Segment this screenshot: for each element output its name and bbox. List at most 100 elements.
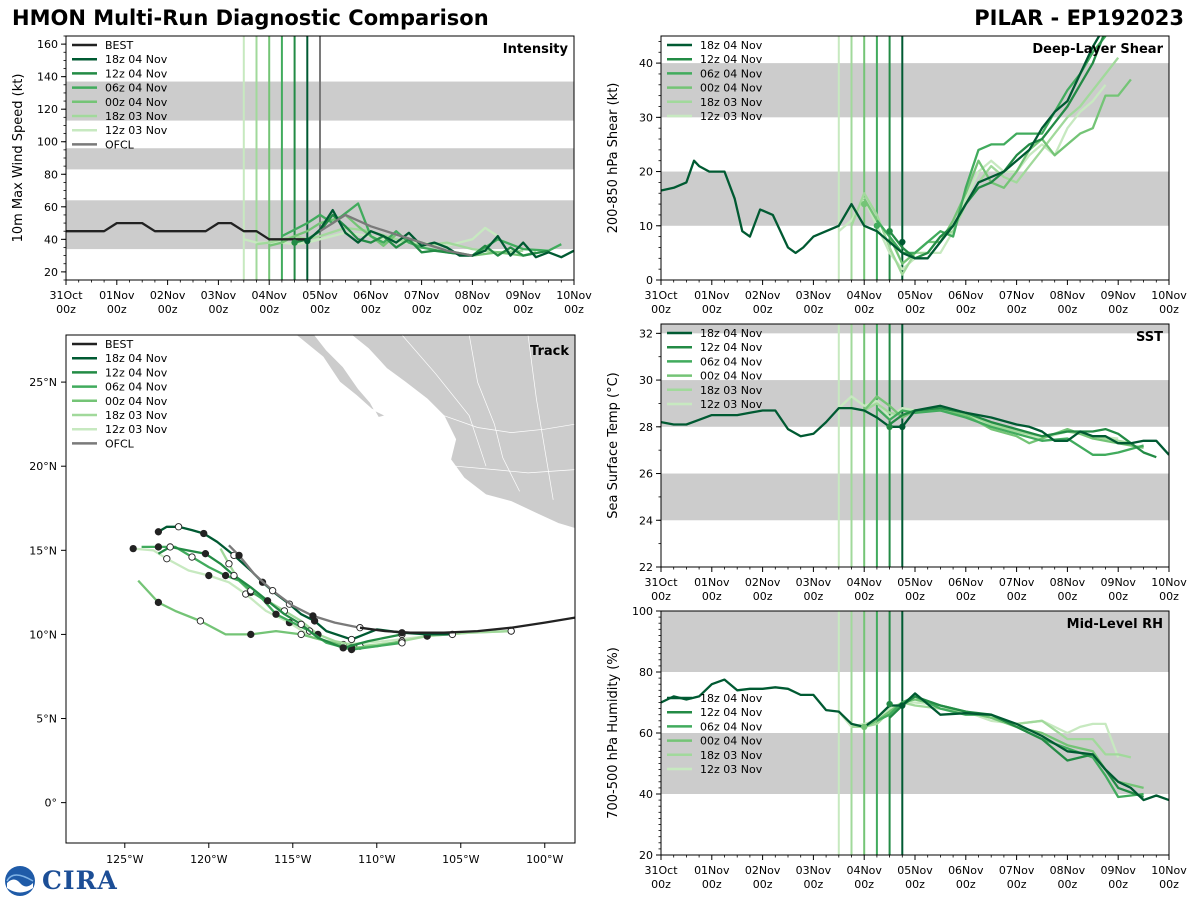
rh-x-tick-hour: 00z [1058, 878, 1078, 891]
intensity-y-tick-label: 20 [44, 266, 58, 279]
rh-legend-label-run_18z04: 18z 04 Nov [700, 692, 763, 705]
shear-series-run_18z04 [661, 36, 1101, 260]
rh-legend-label-run_18z03: 18z 03 Nov [700, 749, 763, 762]
rh-y-tick-label: 40 [639, 788, 653, 801]
state-border [401, 335, 487, 467]
track-map-area [129, 335, 575, 654]
rh-x-tick-label: 01Nov [694, 864, 730, 877]
storm-id-title: PILAR - EP192023 [974, 6, 1184, 30]
sst-y-tick-label: 30 [639, 374, 653, 387]
sst-legend-label-run_12z03: 12z 03 Nov [700, 398, 763, 411]
sst-y-tick-label: 32 [639, 327, 653, 340]
sst-x-tick-hour: 00z [854, 590, 874, 603]
sst-x-tick-hour: 00z [651, 590, 671, 603]
state-border [455, 465, 575, 474]
shear-x-tick-label: 09Nov [1100, 289, 1136, 302]
rh-x-tick-label: 06Nov [948, 864, 984, 877]
rh-y-tick-label: 80 [639, 666, 653, 679]
sst-band-2 [661, 324, 1169, 334]
intensity-x-tick-hour: 00z [310, 303, 330, 316]
track-y-tick-label: 25°N [29, 376, 57, 389]
rh-init-marker-2 [861, 723, 868, 731]
intensity-y-tick-label: 40 [44, 233, 58, 246]
sst-x-tick-label: 31Oct [644, 576, 678, 589]
sst-x-tick-label: 06Nov [948, 576, 984, 589]
rh-series-run_18z04 [661, 678, 1169, 802]
track-line-best [359, 616, 575, 634]
sst-legend-label-run_18z03: 18z 03 Nov [700, 384, 763, 397]
intensity-y-axis-label: 10m Max Wind Speed (kt) [11, 74, 26, 243]
rh-x-tick-hour: 00z [651, 878, 671, 891]
shear-legend-label-run_12z03: 12z 03 Nov [700, 110, 763, 123]
intensity-panel-title: Intensity [503, 42, 569, 57]
sst-x-tick-hour: 00z [1058, 590, 1078, 603]
track-y-tick-label: 5°N [36, 713, 57, 726]
shear-legend-label-run_18z03: 18z 03 Nov [700, 96, 763, 109]
track-y-tick-label: 15°N [29, 544, 57, 557]
sst-x-tick-hour: 00z [905, 590, 925, 603]
noaa-wave-icon [7, 879, 33, 893]
shear-y-tick-label: 40 [639, 57, 653, 70]
track-point-ofcl [309, 612, 317, 620]
track-point-run_12z04 [263, 597, 272, 605]
shear-x-tick-label: 04Nov [846, 289, 882, 302]
rh-x-tick-label: 31Oct [644, 864, 678, 877]
intensity-y-tick-label: 120 [37, 103, 58, 116]
shear-x-tick-hour: 00z [1159, 303, 1179, 316]
shear-x-tick-label: 01Nov [694, 289, 730, 302]
track-point-run_06z04 [154, 543, 163, 551]
sst-x-tick-hour: 00z [1108, 590, 1128, 603]
track-point-run_00z04 [247, 630, 255, 639]
rh-x-tick-hour: 00z [854, 878, 874, 891]
intensity-x-tick-hour: 00z [158, 303, 178, 316]
intensity-x-tick-label: 02Nov [150, 289, 186, 302]
shear-x-tick-hour: 00z [1108, 303, 1128, 316]
track-y-tick-label: 20°N [29, 460, 57, 473]
rh-y-tick-label: 60 [639, 727, 653, 740]
shear-legend-label-run_12z04: 12z 04 Nov [700, 53, 763, 66]
shear-x-tick-hour: 00z [1058, 303, 1078, 316]
intensity-x-tick-label: 06Nov [353, 289, 389, 302]
shear-y-tick-label: 20 [639, 166, 653, 179]
track-point-run_06z04 [188, 553, 196, 561]
rh-x-tick-hour: 00z [1159, 878, 1179, 891]
sst-x-tick-label: 04Nov [846, 576, 882, 589]
page-title: HMON Multi-Run Diagnostic Comparison [12, 6, 489, 30]
shear-panel-title: Deep-Layer Shear [1032, 42, 1163, 57]
shear-init-marker-3 [861, 200, 868, 208]
rh-band-1 [661, 611, 1169, 672]
track-y-tick-label: 10°N [29, 628, 57, 641]
intensity-legend-label-run_00z04: 00z 04 Nov [105, 96, 168, 109]
shear-x-tick-hour: 00z [1007, 303, 1027, 316]
shear-init-marker-1 [886, 228, 893, 235]
track-point-run_12z03 [205, 571, 213, 580]
shear-legend-label-run_18z04: 18z 04 Nov [700, 39, 763, 52]
track-point-run_00z04 [196, 617, 205, 625]
intensity-x-tick-hour: 00z [209, 303, 229, 316]
rh-panel: 2040608010031Oct00z01Nov00z02Nov00z03Nov… [606, 605, 1187, 891]
intensity-legend-label-run_12z04: 12z 04 Nov [105, 67, 168, 80]
intensity-series-best [66, 221, 308, 241]
sst-series-run_06z04 [876, 407, 1144, 456]
shear-x-tick-label: 07Nov [999, 289, 1035, 302]
cira-wordmark: CIRA [42, 866, 118, 895]
track-y-tick-label: 0° [45, 797, 58, 810]
shear-x-tick-label: 10Nov [1151, 289, 1187, 302]
rh-y-axis-label: 700-500 hPa Humidity (%) [606, 647, 621, 819]
track-legend-label-best: BEST [105, 338, 133, 351]
state-border [443, 415, 575, 433]
track-x-tick-label: 125°W [106, 853, 143, 866]
intensity-legend-label-run_12z03: 12z 03 Nov [105, 124, 168, 137]
rh-panel-title: Mid-Level RH [1067, 617, 1163, 632]
shear-x-tick-hour: 00z [854, 303, 874, 316]
intensity-x-tick-label: 03Nov [201, 289, 237, 302]
sst-x-tick-label: 07Nov [999, 576, 1035, 589]
sst-x-tick-label: 03Nov [796, 576, 832, 589]
track-point-run_12z03 [163, 555, 171, 563]
shear-x-tick-label: 06Nov [948, 289, 984, 302]
intensity-x-tick-label: 05Nov [302, 289, 338, 302]
sst-x-tick-hour: 00z [956, 590, 976, 603]
track-line-run_12z04 [157, 545, 403, 650]
sst-x-tick-hour: 00z [1007, 590, 1027, 603]
